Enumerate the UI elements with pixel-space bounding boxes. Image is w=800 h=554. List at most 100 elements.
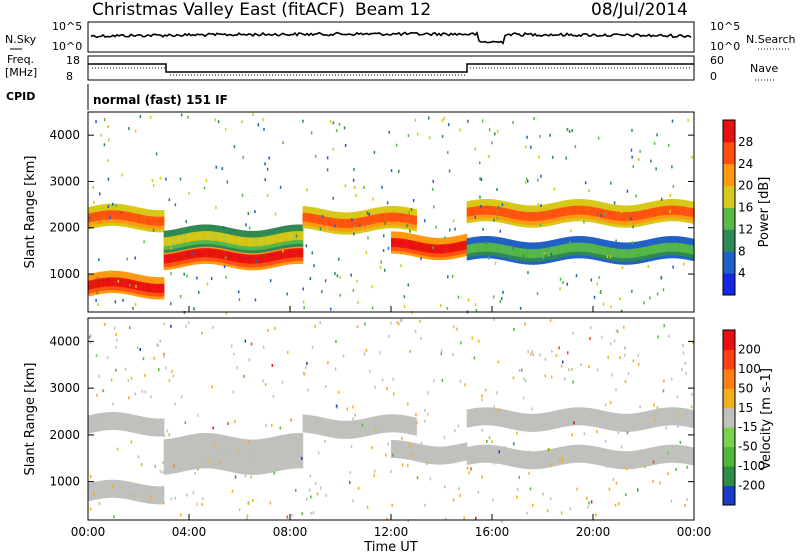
power-cell xyxy=(264,253,268,263)
power-cell xyxy=(201,231,205,241)
velocity-cell xyxy=(357,486,360,490)
power-cell xyxy=(94,212,98,222)
velocity-cell xyxy=(435,446,438,465)
velocity-cell xyxy=(626,431,629,435)
power-cell xyxy=(420,235,424,245)
velocity-cell xyxy=(412,442,415,461)
power-cell xyxy=(298,224,302,234)
power-cell xyxy=(313,214,316,224)
velocity-cell xyxy=(513,449,516,468)
power-cell xyxy=(96,276,99,280)
velocity-cell xyxy=(265,424,267,428)
velocity-cell xyxy=(361,423,364,427)
power-cell xyxy=(635,248,638,258)
velocity-cell xyxy=(449,445,453,464)
y-tick-label: 1000 xyxy=(49,475,80,489)
power-cell xyxy=(546,210,550,220)
power-cell xyxy=(176,228,180,238)
power-cell xyxy=(222,233,226,243)
power-cell xyxy=(130,279,133,289)
power-cell xyxy=(614,211,617,221)
power-cell xyxy=(601,245,605,255)
velocity-cell xyxy=(141,389,144,393)
power-cell xyxy=(355,193,357,197)
power-cell xyxy=(109,270,112,280)
velocity-cell xyxy=(306,361,308,365)
power-cell xyxy=(329,217,333,227)
velocity-cell xyxy=(366,505,369,509)
power-cell xyxy=(492,236,495,246)
velocity-cell xyxy=(327,361,329,365)
velocity-cell xyxy=(522,396,525,400)
power-cell xyxy=(167,230,171,240)
power-cell xyxy=(197,231,201,241)
power-cell xyxy=(319,227,322,231)
power-cell xyxy=(233,252,236,262)
velocity-cell xyxy=(521,413,525,432)
power-cell xyxy=(359,217,363,227)
velocity-cell xyxy=(460,443,464,462)
power-cell xyxy=(182,227,186,237)
velocity-cell xyxy=(525,413,529,432)
velocity-cell xyxy=(157,344,159,348)
velocity-cell xyxy=(185,324,187,328)
power-cell xyxy=(501,203,504,207)
velocity-cell xyxy=(542,412,546,431)
power-cell xyxy=(496,129,499,133)
power-cell xyxy=(641,203,645,213)
power-cell xyxy=(355,211,358,221)
velocity-cell xyxy=(626,413,630,432)
nsky-tick-top: 10^5 xyxy=(52,20,82,33)
velocity-cell xyxy=(212,450,215,469)
velocity-cell xyxy=(571,367,573,371)
power-cell xyxy=(161,227,163,231)
velocity-cell xyxy=(614,503,617,507)
velocity-cell xyxy=(283,434,287,453)
velocity-cell xyxy=(500,519,503,523)
power-cell xyxy=(233,235,236,245)
power-cell xyxy=(215,165,218,169)
power-cell xyxy=(588,189,590,193)
power-cell xyxy=(106,270,110,280)
power-cell xyxy=(576,199,579,209)
power-cell xyxy=(357,217,361,227)
power-cell xyxy=(691,201,695,211)
velocity-cell xyxy=(342,354,345,358)
power-cell xyxy=(365,216,369,226)
power-cell xyxy=(561,207,565,217)
power-cell xyxy=(225,275,227,279)
power-cell xyxy=(671,165,673,169)
power-cell xyxy=(216,249,220,259)
power-cell xyxy=(635,194,637,198)
power-cell xyxy=(679,199,682,209)
velocity-cell xyxy=(672,407,676,426)
velocity-cell xyxy=(665,426,667,430)
power-cell xyxy=(533,117,535,121)
power-cell xyxy=(353,186,356,190)
power-cell xyxy=(222,226,226,236)
velocity-cell xyxy=(334,420,337,439)
velocity-cell xyxy=(645,448,649,467)
velocity-cell xyxy=(588,365,590,369)
power-cell xyxy=(428,243,432,253)
velocity-cell xyxy=(616,450,619,469)
power-cell xyxy=(679,236,682,246)
power-cell xyxy=(609,210,613,220)
velocity-cell xyxy=(401,415,405,434)
velocity-cell xyxy=(336,420,339,439)
power-cell xyxy=(576,242,579,252)
power-cell xyxy=(279,185,282,189)
power-cell xyxy=(327,217,331,227)
velocity-cell xyxy=(565,408,569,427)
power-cell xyxy=(574,242,577,252)
power-cell xyxy=(248,226,251,230)
velocity-cell xyxy=(346,420,350,439)
velocity-cell xyxy=(617,430,620,434)
velocity-cell xyxy=(496,408,499,427)
velocity-cell xyxy=(194,471,196,475)
power-cell xyxy=(464,233,468,243)
velocity-cell xyxy=(647,448,651,467)
power-cell xyxy=(159,277,163,287)
power-cell xyxy=(613,201,616,205)
power-cell xyxy=(562,280,564,284)
